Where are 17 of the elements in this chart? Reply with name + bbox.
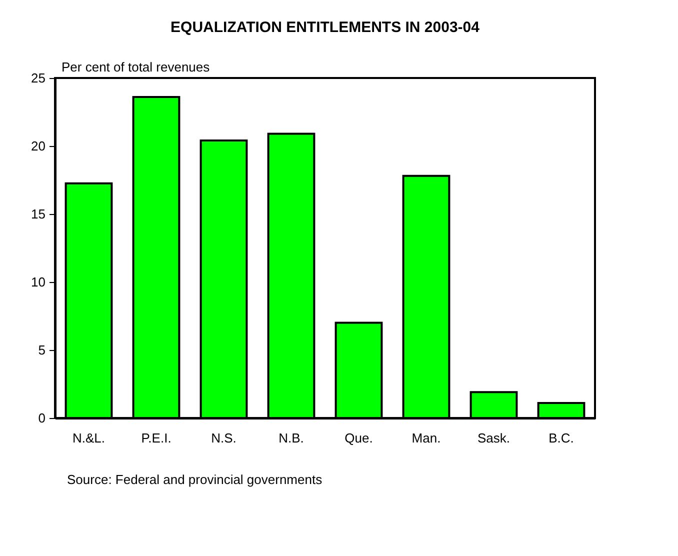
y-tick-label: 10 (31, 274, 46, 290)
y-tick-label: 20 (31, 138, 46, 154)
x-tick-label: P.E.I. (141, 430, 172, 446)
x-tick-label: N.B. (278, 430, 304, 446)
x-tick-label: Que. (344, 430, 373, 446)
y-tick-label: 25 (31, 70, 46, 86)
source-note: Source: Federal and provincial governments (67, 472, 323, 487)
y-axis-title: Per cent of total revenues (62, 60, 210, 74)
x-tick-label: B.C. (548, 430, 574, 446)
chart-title: EQUALIZATION ENTITLEMENTS IN 2003-04 (170, 19, 480, 36)
x-tick-label: N.&L. (72, 430, 106, 446)
y-tick-label: 15 (31, 206, 46, 222)
x-tick-label: N.S. (211, 430, 236, 446)
y-tick-label: 5 (38, 342, 46, 358)
x-tick-label: Man. (412, 430, 441, 446)
y-tick-label: 0 (38, 410, 46, 426)
x-tick-label: Sask. (477, 430, 510, 446)
